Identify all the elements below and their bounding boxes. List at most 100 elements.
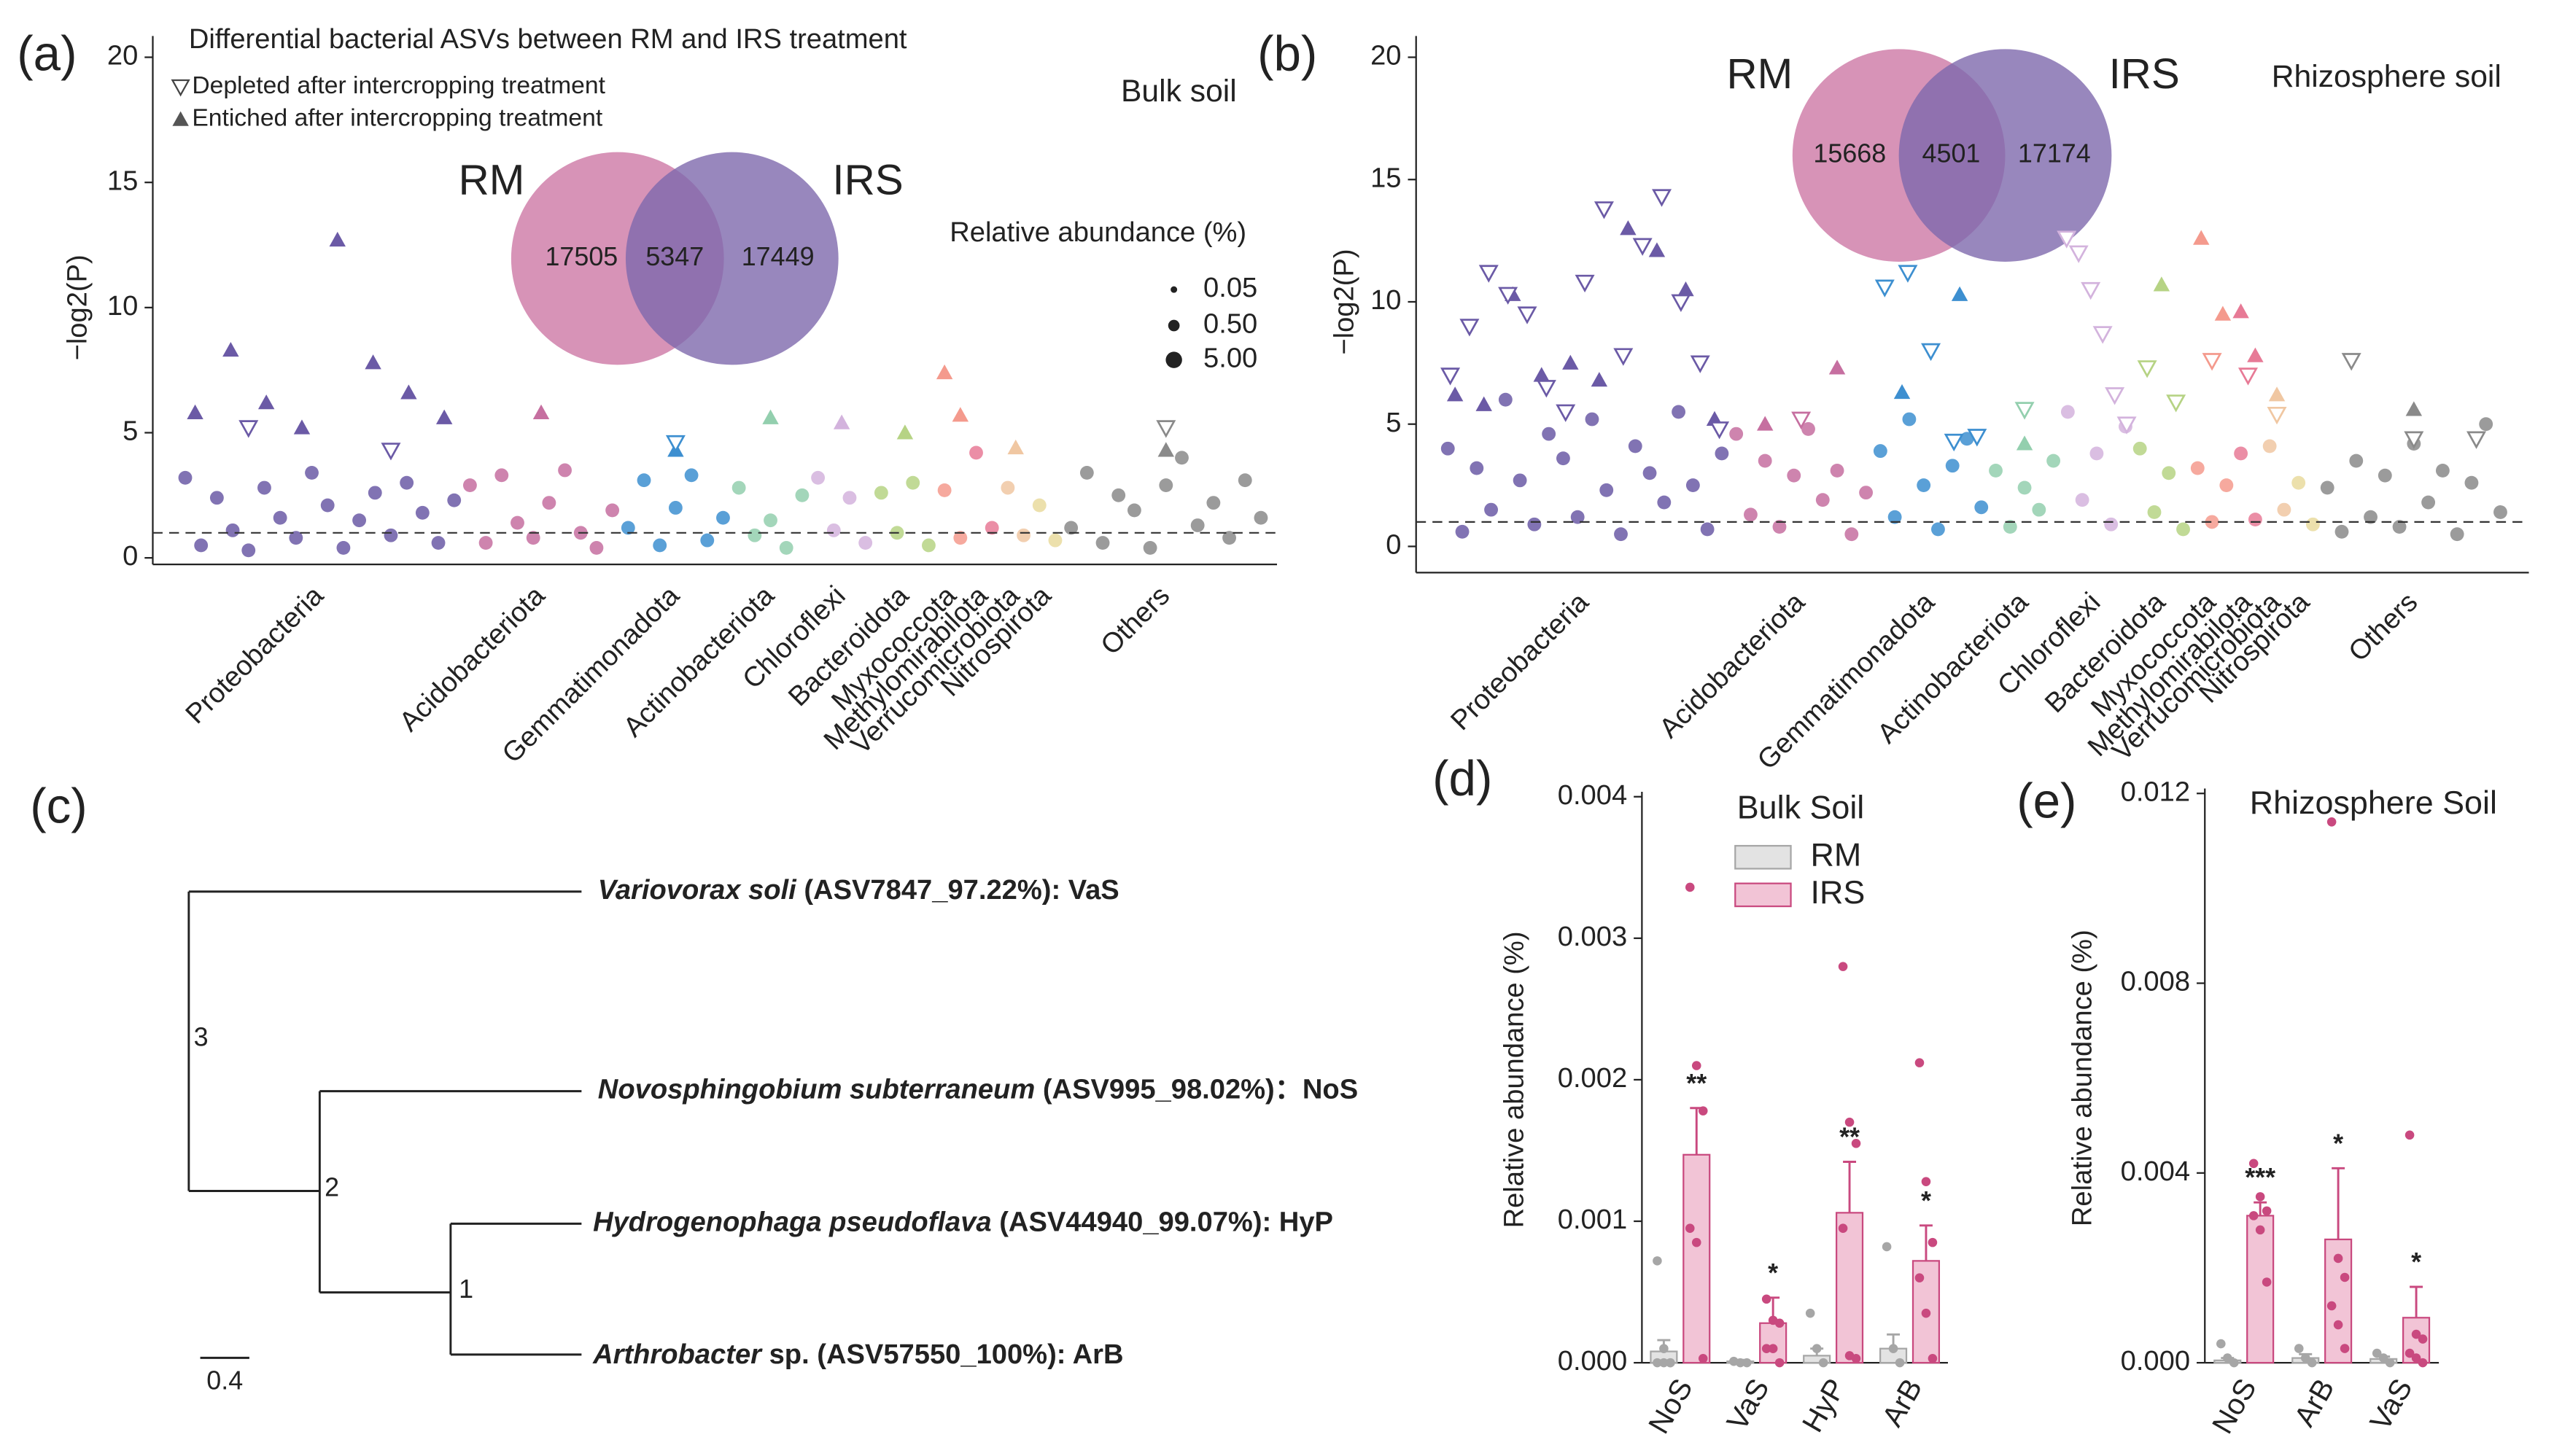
sample-point bbox=[1666, 1358, 1675, 1368]
leaf-label: Hydrogenophaga pseudoflava (ASV44940_99.… bbox=[593, 1206, 1333, 1237]
asv-point bbox=[684, 468, 699, 483]
asv-point bbox=[621, 521, 635, 535]
x-tick-label: Proteobacteria bbox=[179, 580, 330, 730]
asv-point bbox=[764, 513, 777, 528]
depleted-marker bbox=[1709, 421, 1730, 440]
significance-label: * bbox=[1921, 1186, 1931, 1215]
x-tick-label: Others bbox=[2343, 586, 2423, 667]
asv-point bbox=[716, 510, 730, 525]
asv-point bbox=[305, 465, 319, 480]
sample-point bbox=[1921, 1308, 1931, 1318]
enriched-marker bbox=[1475, 396, 1492, 411]
asv-point bbox=[1642, 466, 1657, 480]
asv-point bbox=[2450, 527, 2464, 542]
legend-label: Depleted after intercropping treatment bbox=[192, 72, 605, 99]
asv-point bbox=[1830, 464, 1844, 478]
asv-point bbox=[1931, 522, 1945, 537]
sample-point bbox=[1818, 1358, 1828, 1368]
chart-title: Differential bacterial ASVs between RM a… bbox=[189, 23, 907, 55]
sample-point bbox=[2326, 817, 2337, 827]
asv-point bbox=[542, 496, 556, 510]
sample-point bbox=[2418, 1334, 2428, 1344]
asv-point bbox=[2291, 475, 2306, 490]
size-legend-marker bbox=[1165, 351, 1182, 368]
error-bar bbox=[1919, 1224, 1933, 1261]
asv-point bbox=[1787, 468, 1801, 483]
asv-point bbox=[1222, 531, 1236, 545]
asv-point bbox=[289, 531, 303, 545]
sample-point bbox=[1851, 1353, 1861, 1363]
asv-point bbox=[1715, 446, 1729, 461]
depleted-marker bbox=[2404, 431, 2424, 449]
significance-label: * bbox=[2411, 1247, 2421, 1277]
size-legend-label: 5.00 bbox=[1203, 343, 1257, 374]
x-tick-label: NoS bbox=[1642, 1373, 1699, 1439]
legend-label: RM bbox=[1810, 836, 1861, 873]
asv-point bbox=[2306, 517, 2320, 532]
sample-point bbox=[1928, 1353, 1938, 1363]
asv-point bbox=[2479, 417, 2493, 432]
sample-point bbox=[2216, 1339, 2226, 1349]
sample-point bbox=[2418, 1358, 2428, 1368]
asv-point bbox=[1801, 421, 1815, 436]
depleted-marker bbox=[1440, 367, 1461, 386]
sample-point bbox=[1653, 1358, 1662, 1368]
significance-label: *** bbox=[2245, 1163, 2275, 1192]
depleted-marker bbox=[2105, 387, 2125, 405]
sample-point bbox=[1928, 1237, 1938, 1247]
asv-point bbox=[1513, 473, 1527, 488]
depleted-marker bbox=[2014, 402, 2035, 420]
asv-point bbox=[1657, 495, 1672, 510]
asv-point bbox=[969, 445, 983, 460]
y-tick-label: 15 bbox=[107, 165, 138, 196]
depleted-marker bbox=[2068, 245, 2089, 263]
asv-point bbox=[668, 501, 683, 515]
asv-point bbox=[2060, 405, 2075, 419]
sample-point bbox=[1653, 1256, 1662, 1266]
depleted-marker bbox=[2092, 326, 2113, 344]
depleted-marker bbox=[1690, 355, 1710, 373]
asv-point bbox=[637, 473, 651, 488]
asv-point bbox=[1440, 441, 1455, 456]
y-tick-label: 0.004 bbox=[2121, 1156, 2190, 1187]
depleted-marker bbox=[1652, 189, 1672, 207]
sample-point bbox=[1914, 1058, 1925, 1067]
asv-point bbox=[858, 536, 873, 550]
asv-point bbox=[2046, 453, 2061, 468]
taxon-detail: (ASV7847_97.22%): VaS bbox=[796, 874, 1119, 906]
asv-point bbox=[1470, 461, 1484, 475]
asv-point bbox=[400, 475, 414, 490]
asv-point bbox=[795, 488, 810, 502]
size-legend-marker bbox=[1171, 286, 1178, 293]
asv-point bbox=[1672, 405, 1686, 419]
asv-point bbox=[922, 538, 936, 553]
sample-point bbox=[2223, 1353, 2232, 1363]
x-tick-label: NoS bbox=[2205, 1373, 2263, 1439]
x-tick-label: ArB bbox=[2287, 1373, 2340, 1432]
node-label: 2 bbox=[325, 1173, 339, 1202]
x-tick-label: HyP bbox=[1796, 1373, 1852, 1438]
asv-point bbox=[1175, 451, 1189, 465]
enriched-marker bbox=[187, 404, 203, 420]
asv-point bbox=[1614, 527, 1628, 542]
asv-point bbox=[352, 513, 367, 528]
asv-point bbox=[2277, 502, 2291, 517]
asv-point bbox=[194, 538, 209, 553]
depleted-marker bbox=[1791, 411, 1812, 429]
annotation: Bulk soil bbox=[1121, 74, 1237, 109]
asv-point bbox=[2017, 480, 2032, 495]
sample-point bbox=[2404, 1130, 2415, 1140]
asv-point bbox=[1206, 496, 1221, 510]
enriched-marker bbox=[1007, 439, 1024, 455]
asv-point bbox=[273, 510, 287, 525]
y-tick-label: 5 bbox=[1386, 407, 1401, 438]
y-axis-label: Relative abundance (%) bbox=[2066, 930, 2097, 1226]
sample-point bbox=[1691, 1061, 1701, 1070]
depleted-marker bbox=[1613, 348, 1634, 366]
enriched-marker bbox=[762, 409, 779, 424]
asv-point bbox=[2190, 461, 2205, 475]
y-tick-label: 15 bbox=[1370, 162, 1401, 193]
asv-point bbox=[2364, 510, 2378, 524]
size-legend-title: Relative abundance (%) bbox=[950, 217, 1246, 248]
enriched-marker bbox=[1648, 242, 1666, 257]
